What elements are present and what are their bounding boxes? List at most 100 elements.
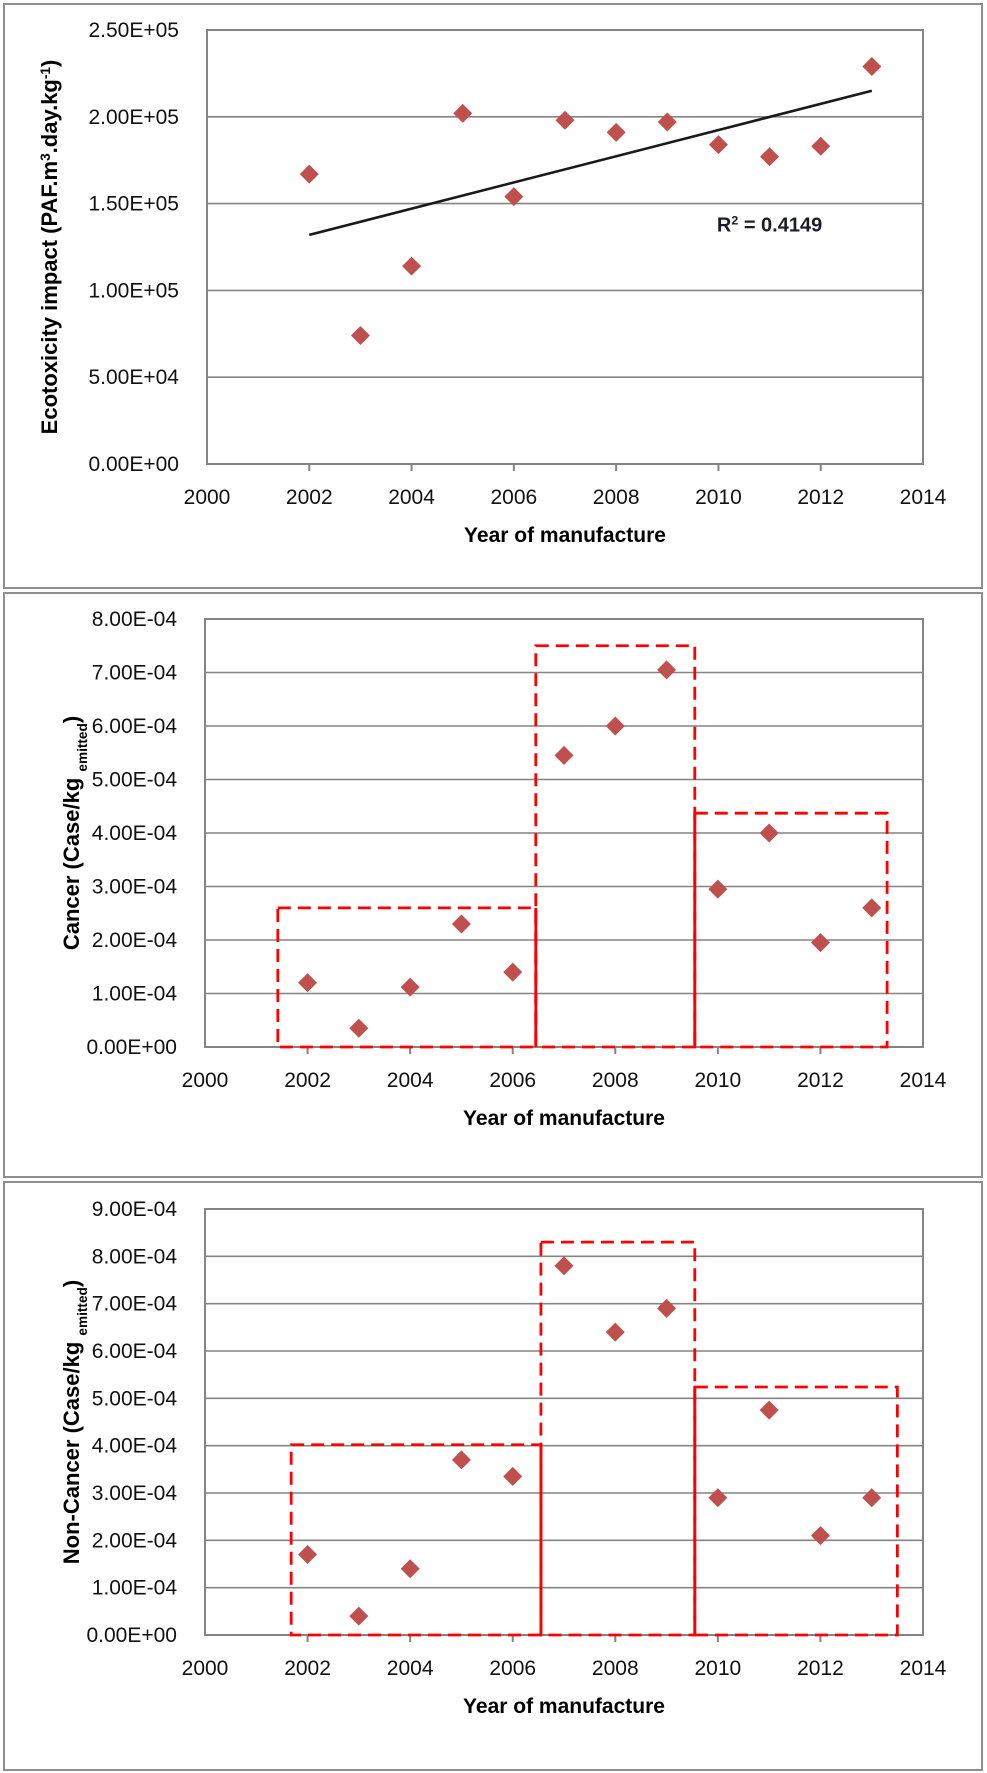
data-point-2007 [555, 110, 575, 130]
data-point-2013 [862, 898, 882, 918]
y-tick-label: 7.00E-04 [92, 1293, 178, 1316]
data-point-2012 [811, 136, 831, 156]
y-axis-title: Non-Cancer (Case/kg emitted) [59, 1280, 90, 1564]
chart-panel-cancer: 0.00E+00 1.00E-04 2.00E-04 3.00E-04 4.00E-04… [3, 592, 983, 1178]
x-tick-label: 2014 [900, 1657, 947, 1680]
chart-panel-ecotoxicity: 0.00E+00 5.00E+04 1.00E+05 1.50E+05 2.00E+05… [3, 3, 983, 589]
ecotoxicity-scatter-chart: 0.00E+00 5.00E+04 1.00E+05 1.50E+05 2.00E+05… [37, 19, 947, 547]
x-tick-label: 2002 [286, 486, 333, 509]
data-point-2010 [708, 1488, 728, 1508]
x-tick-label: 2014 [900, 486, 947, 509]
y-tick-label: 1.50E+05 [88, 193, 179, 216]
group-box-dashed [693, 1385, 899, 1637]
group-box-dashed [693, 811, 889, 1049]
data-point-2003 [349, 1018, 369, 1038]
data-point-2002 [298, 973, 318, 993]
x-tick-label: 2010 [694, 1069, 741, 1092]
y-tick-label: 1.00E+05 [88, 279, 179, 302]
x-tick-label: 2004 [387, 1657, 434, 1680]
data-point-2006 [504, 187, 524, 207]
y-tick-label: 6.00E-04 [92, 1340, 178, 1363]
y-tick-label: 7.00E-04 [92, 662, 178, 685]
x-tick-label: 2008 [593, 486, 640, 509]
data-point-2009 [657, 1298, 677, 1318]
y-tick-label: 0.00E+00 [86, 1036, 177, 1059]
y-tick-label: 6.00E-04 [92, 715, 178, 738]
x-tick-label: 2006 [489, 1657, 536, 1680]
y-tick-label: 5.00E+04 [88, 366, 179, 389]
x-tick-label: 2008 [592, 1069, 639, 1092]
x-tick-label: 2012 [797, 1657, 844, 1680]
non-cancer-scatter-chart: 0.00E+00 1.00E-04 2.00E-04 3.00E-04 4.00E-04… [59, 1198, 947, 1718]
data-point-2009 [657, 660, 677, 680]
y-tick-label: 8.00E-04 [92, 1245, 178, 1268]
plot-border [206, 29, 924, 465]
y-tick-label: 0.00E+00 [88, 453, 179, 476]
cancer-scatter-chart: 0.00E+00 1.00E-04 2.00E-04 3.00E-04 4.00E-04… [59, 608, 947, 1130]
y-tick-label: 1.00E-04 [92, 983, 178, 1006]
data-point-2009 [657, 112, 677, 132]
data-point-2004 [402, 256, 422, 276]
x-tick-label: 2002 [284, 1069, 331, 1092]
data-point-2012 [810, 933, 830, 953]
y-axis-title: Cancer (Case/kg emitted) [59, 716, 90, 950]
x-tick-label: 2004 [387, 1069, 434, 1092]
y-tick-label: 2.00E-04 [92, 929, 178, 952]
y-tick-label: 2.00E+05 [88, 106, 179, 129]
data-point-2010 [708, 135, 728, 155]
x-tick-label: 2012 [797, 1069, 844, 1092]
x-tick-label: 2000 [182, 1069, 229, 1092]
data-point-2002 [299, 164, 319, 184]
data-point-2005 [451, 914, 471, 934]
x-axis-title: Year of manufacture [463, 1107, 665, 1130]
data-point-2011 [760, 147, 780, 167]
data-point-2008 [605, 716, 625, 736]
x-tick-label: 2010 [695, 486, 742, 509]
x-tick-label: 2008 [592, 1657, 639, 1680]
chart-panel-non-cancer: 0.00E+00 1.00E-04 2.00E-04 3.00E-04 4.00E-04… [3, 1181, 983, 1771]
group-box-dashed [539, 1240, 697, 1637]
data-point-2003 [349, 1606, 369, 1626]
y-tick-label: 8.00E-04 [92, 608, 178, 631]
group-box-dashed [276, 906, 538, 1049]
data-point-2006 [503, 1466, 523, 1486]
data-point-2003 [350, 326, 370, 346]
x-tick-label: 2006 [489, 1069, 536, 1092]
y-tick-label: 3.00E-04 [92, 1482, 178, 1505]
y-tick-label: 0.00E+00 [86, 1624, 177, 1647]
y-tick-label: 9.00E-04 [92, 1198, 178, 1221]
y-tick-label: 2.00E-04 [92, 1529, 178, 1552]
x-axis-title: Year of manufacture [464, 524, 666, 547]
data-point-2005 [453, 103, 473, 123]
data-point-2007 [554, 745, 574, 765]
data-point-2012 [810, 1526, 830, 1546]
y-tick-label: 5.00E-04 [92, 1387, 178, 1410]
y-tick-label: 3.00E-04 [92, 876, 178, 899]
trendline [308, 89, 873, 237]
data-point-2007 [554, 1256, 574, 1276]
data-point-2002 [298, 1545, 318, 1565]
y-tick-label: 4.00E-04 [92, 1435, 178, 1458]
x-tick-label: 2012 [797, 486, 844, 509]
x-tick-label: 2004 [388, 486, 435, 509]
x-tick-label: 2010 [694, 1657, 741, 1680]
data-point-2013 [862, 56, 882, 76]
y-tick-label: 4.00E-04 [92, 822, 178, 845]
y-axis-title: Ecotoxicity impact (PAF.m3.day.kg-1) [37, 60, 62, 435]
data-point-2011 [759, 1400, 779, 1420]
y-tick-label: 5.00E-04 [92, 769, 178, 792]
y-tick-label: 2.50E+05 [88, 19, 179, 42]
data-point-2008 [605, 1322, 625, 1342]
r-squared-label: R2 = 0.4149 [717, 213, 822, 236]
x-axis-title: Year of manufacture [463, 1695, 665, 1718]
data-point-2004 [400, 977, 420, 997]
data-point-2013 [862, 1488, 882, 1508]
data-point-2005 [451, 1450, 471, 1470]
y-tick-label: 1.00E-04 [92, 1577, 178, 1600]
x-tick-label: 2000 [184, 486, 231, 509]
data-point-2011 [759, 823, 779, 843]
x-tick-label: 2000 [182, 1657, 229, 1680]
x-tick-label: 2014 [900, 1069, 947, 1092]
x-tick-label: 2002 [284, 1657, 331, 1680]
